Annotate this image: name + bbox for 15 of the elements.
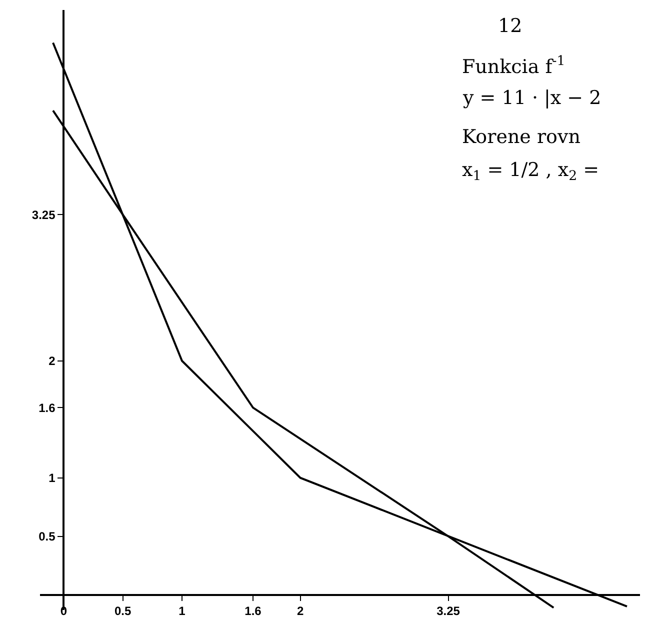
annotation: Funkcia f$^{-1}$ <box>462 54 566 78</box>
x-tick-label: 2 <box>297 604 304 618</box>
annotation: 12 <box>498 15 522 37</box>
annotation: y = 11 · |x − 2 <box>462 87 602 109</box>
x-tick-label: 1 <box>178 604 186 618</box>
annotation: x$_{1}$ = 1/2 , x$_{2}$ = <box>462 159 600 184</box>
y-tick-label: 1.6 <box>38 400 56 415</box>
y-tick-label: 3.25 <box>32 208 56 222</box>
y-tick-label: 2 <box>48 354 56 368</box>
x-tick-label: 1.6 <box>244 604 262 618</box>
x-tick-label: 3.25 <box>436 604 460 618</box>
x-tick-label: 0.5 <box>114 604 132 618</box>
annotation: Korene rovn <box>462 126 580 148</box>
y-tick-label: 0.5 <box>38 530 56 544</box>
y-tick-label: 1 <box>48 471 56 486</box>
